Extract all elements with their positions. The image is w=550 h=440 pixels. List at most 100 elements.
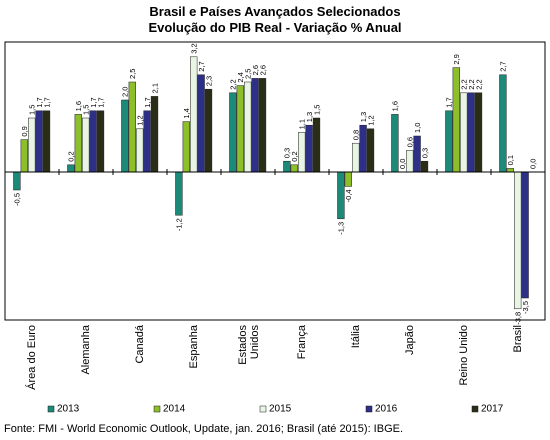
bar-2014-5 [290, 164, 298, 173]
category-labels-layer: Área do Euro Alemanha Canadá Espanha Estados… [25, 324, 524, 390]
bar-2015-3 [190, 56, 198, 173]
bar-2014-2 [128, 81, 136, 173]
legend-swatch-2016 [365, 405, 373, 413]
value-label: 1,5 [28, 105, 37, 115]
value-label: 1,6 [391, 101, 400, 111]
legend-label-2014: 2014 [163, 404, 186, 415]
value-label: 2,7 [499, 61, 508, 71]
category-label: Espanha [188, 324, 200, 368]
value-label: 2,2 [474, 79, 483, 89]
chart-title: Brasil e Países Avançados Selecionados [149, 4, 401, 19]
bar-2016-1 [89, 110, 97, 173]
bar-2015-8 [460, 92, 468, 173]
value-label: 1,2 [136, 115, 145, 125]
legend-swatch-2013 [47, 405, 55, 413]
bar-2016-4 [251, 78, 259, 173]
bar-2017-2 [150, 96, 159, 173]
bar-2015-0 [28, 117, 36, 173]
bar-2016-6 [359, 124, 367, 173]
value-label: 1,4 [182, 108, 191, 118]
bar-2017-5 [312, 117, 321, 173]
category-label: Área do Euro [25, 325, 38, 390]
bar-2017-4 [258, 78, 267, 173]
value-label: 2,2 [460, 79, 469, 89]
value-label: 1,7 [96, 97, 105, 107]
bar-2014-6 [344, 171, 352, 187]
value-label: 2,6 [251, 65, 260, 75]
category-label: Canadá [134, 324, 146, 363]
bar-2017-0 [42, 110, 51, 173]
bar-2013-0 [13, 171, 21, 191]
value-label: 0,0 [398, 159, 407, 169]
value-label: 1,6 [74, 101, 83, 111]
plot-area-frame [4, 41, 546, 321]
value-label: 3,2 [190, 43, 199, 53]
bar-2017-3 [204, 88, 213, 173]
value-label: -0,4 [344, 189, 353, 202]
value-label: 1,1 [298, 119, 307, 129]
value-label: 0,8 [352, 130, 361, 140]
value-label: 0,3 [283, 148, 292, 158]
bar-2015-4 [244, 81, 252, 173]
bar-2015-2 [136, 128, 144, 173]
category-label: Japão [404, 325, 416, 355]
bar-2013-4 [229, 92, 237, 173]
value-label: 2,5 [244, 69, 253, 79]
legend-label-2017: 2017 [481, 404, 504, 415]
value-label: 2,1 [150, 83, 159, 93]
source-note: Fonte: FMI - World Economic Outlook, Upd… [4, 423, 404, 435]
legend-swatch-2017 [471, 405, 479, 413]
bar-2017-6 [366, 128, 375, 173]
value-label: 1,5 [82, 105, 91, 115]
value-label: -1,2 [175, 218, 184, 231]
value-label: -0,5 [13, 193, 22, 206]
legend-swatch-2014 [153, 405, 161, 413]
value-label: -1,3 [337, 222, 346, 235]
value-label: 2,9 [452, 54, 461, 64]
bars-layer [13, 56, 529, 310]
value-label: 0,2 [67, 151, 76, 161]
bar-2014-3 [182, 121, 190, 173]
value-label: 0,6 [406, 137, 415, 147]
value-label: 1,7 [35, 97, 44, 107]
bar-2016-5 [305, 124, 313, 173]
category-label: Itália [350, 324, 362, 348]
value-label: 2,2 [229, 79, 238, 89]
bar-2013-8 [445, 110, 453, 173]
value-label: 2,6 [258, 65, 267, 75]
legend-label-2013: 2013 [57, 404, 80, 415]
bar-2013-2 [121, 99, 129, 173]
category-label: Brasil [512, 325, 524, 353]
value-label: -3,8 [514, 312, 523, 325]
bar-2014-0 [20, 139, 28, 173]
value-label: 1,7 [42, 97, 51, 107]
value-label: 1,2 [366, 115, 375, 125]
bar-2013-5 [283, 160, 291, 173]
value-label: 1,3 [305, 112, 314, 122]
value-labels-layer: -0,50,91,51,71,70,21,61,51,71,72,02,51,2… [13, 43, 538, 324]
bar-2013-1 [67, 164, 75, 173]
category-label: Reino Unido [458, 325, 470, 386]
legend-label-2015: 2015 [269, 404, 292, 415]
value-label: 0,9 [20, 126, 29, 136]
bar-2016-8 [467, 92, 475, 173]
bar-2016-9 [521, 171, 529, 299]
value-label: 0,2 [290, 151, 299, 161]
category-label: Alemanha [80, 324, 92, 374]
bar-2017-7 [420, 160, 429, 173]
bar-2013-3 [175, 171, 183, 216]
value-label: 2,7 [197, 61, 206, 71]
value-label: -3,5 [521, 301, 530, 314]
chart-subtitle: Evolução do PIB Real - Variação % Anual [148, 20, 402, 35]
value-label: 2,5 [128, 69, 137, 79]
value-label: 0,3 [420, 148, 429, 158]
bar-2015-6 [352, 142, 360, 173]
value-label: 1,7 [89, 97, 98, 107]
bar-2015-9 [514, 171, 522, 310]
bar-2016-2 [143, 110, 151, 173]
value-label: 0,1 [506, 155, 515, 165]
bar-2014-4 [236, 85, 244, 173]
category-label: EstadosUnidos [237, 325, 261, 365]
bar-2016-0 [35, 110, 43, 173]
